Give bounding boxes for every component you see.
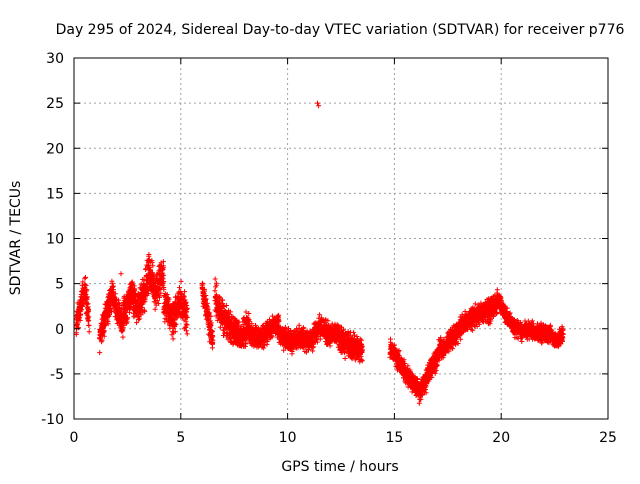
data-point-marker	[351, 330, 356, 335]
chart-title: Day 295 of 2024, Sidereal Day-to-day VTE…	[56, 22, 625, 38]
data-point-marker	[495, 287, 500, 292]
data-point-marker	[86, 323, 91, 328]
data-point-marker	[153, 307, 158, 312]
data-points	[74, 101, 566, 406]
grid-lines	[74, 58, 608, 419]
data-point-marker	[171, 336, 176, 341]
data-point-marker	[185, 331, 190, 336]
data-point-marker	[161, 259, 166, 264]
data-point-marker	[97, 350, 102, 355]
data-point-marker	[87, 329, 92, 334]
data-point-marker	[343, 356, 348, 361]
data-point-marker	[120, 335, 125, 340]
data-point-marker	[388, 337, 393, 342]
data-point-marker	[473, 301, 478, 306]
data-point-marker	[83, 275, 88, 280]
data-point-marker	[213, 277, 218, 282]
